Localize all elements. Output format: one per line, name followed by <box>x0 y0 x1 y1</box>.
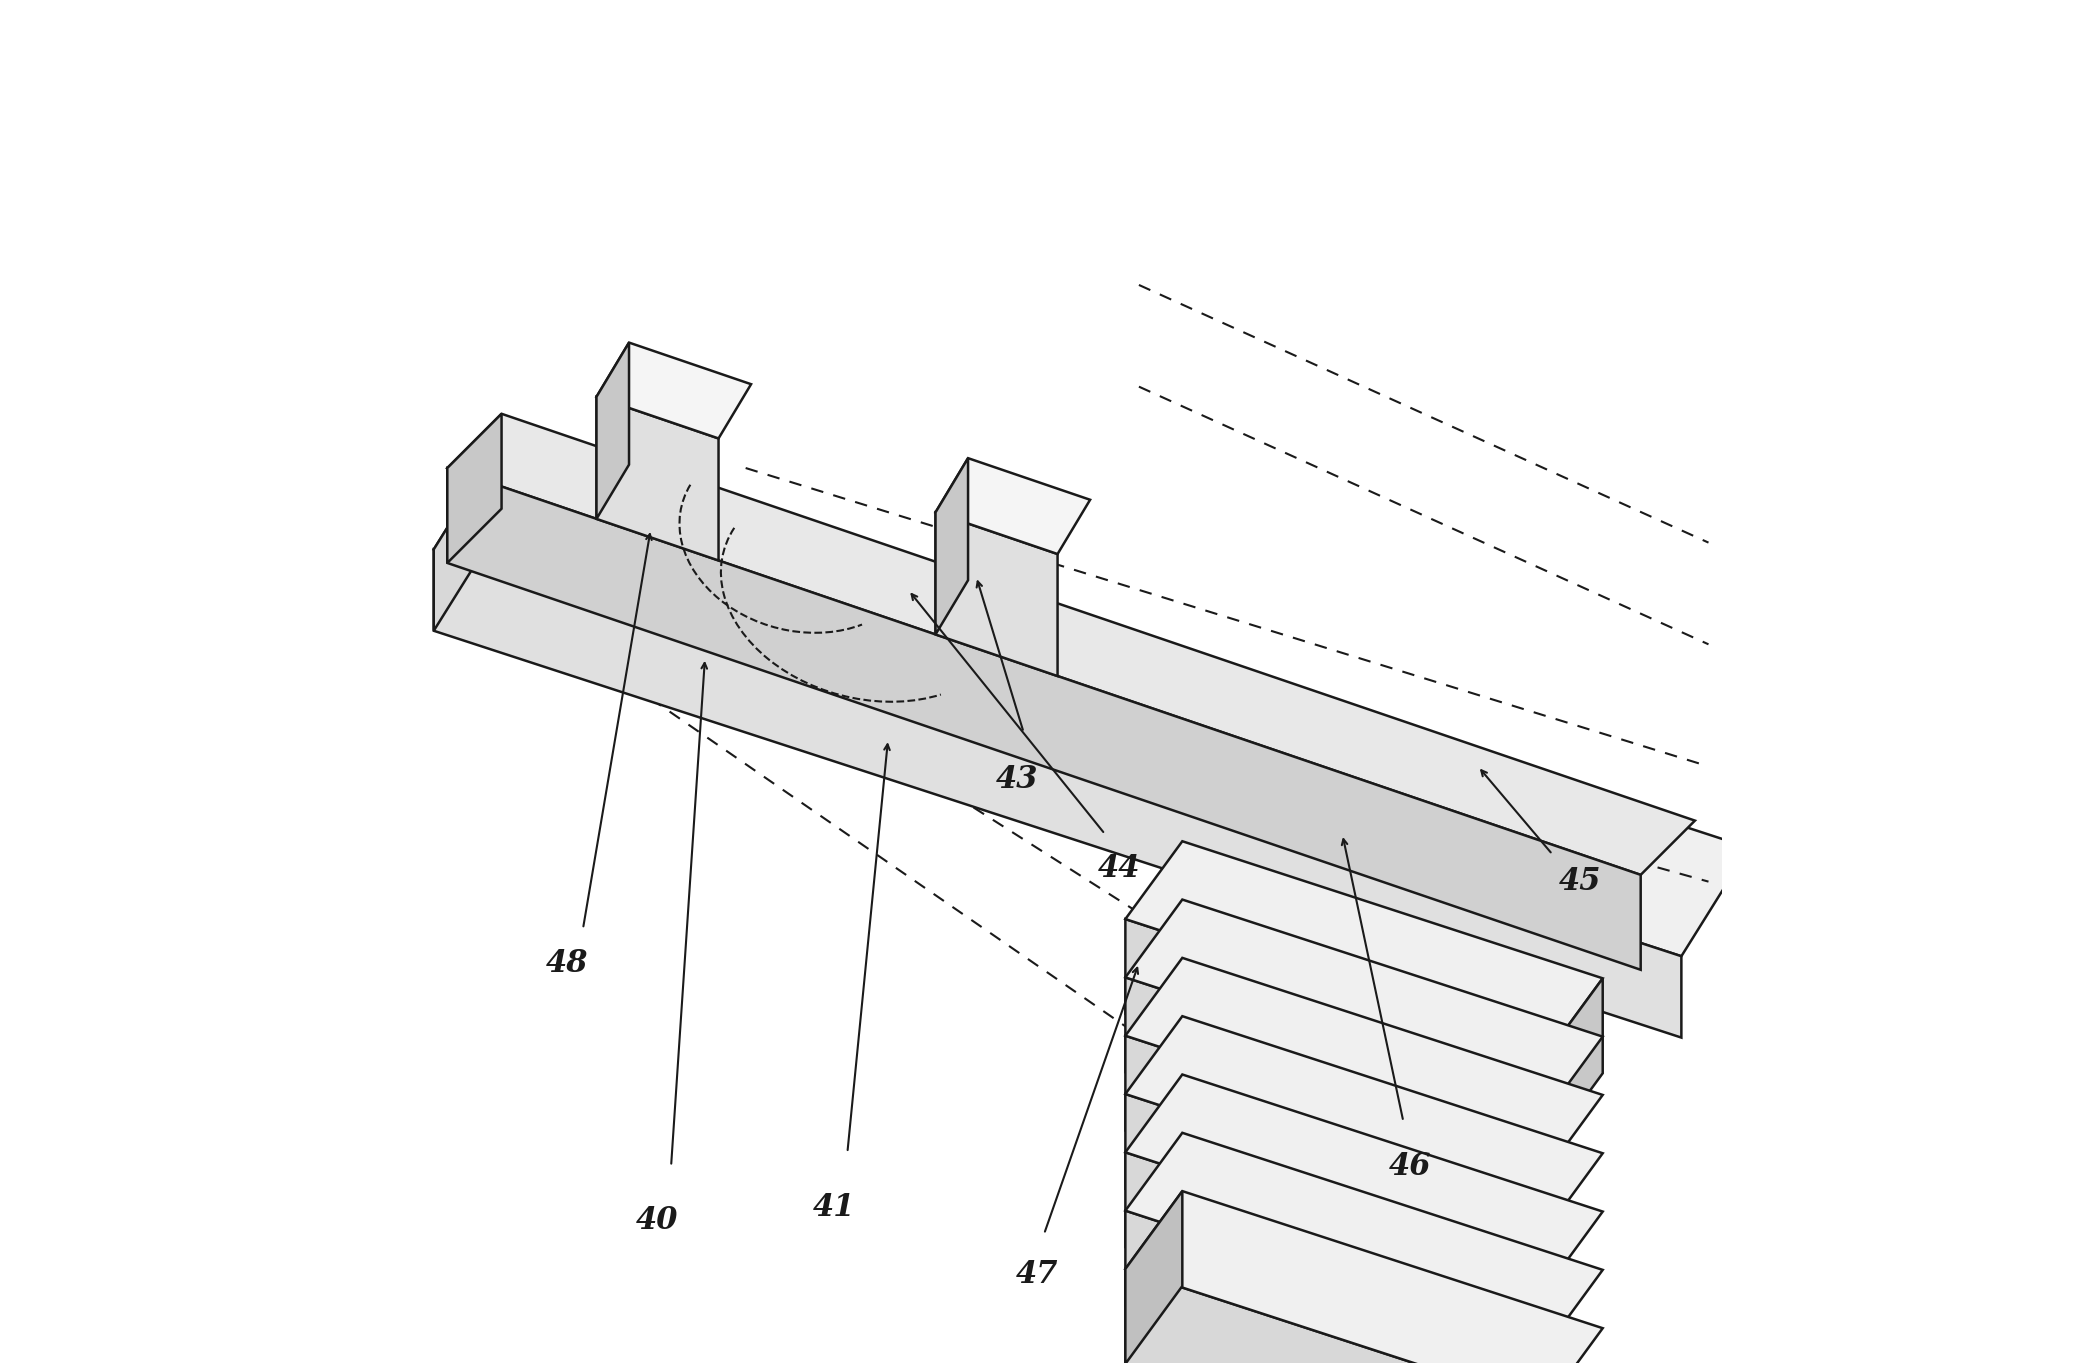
Polygon shape <box>1125 977 1545 1210</box>
Polygon shape <box>1125 1017 1604 1232</box>
Text: 45: 45 <box>1558 866 1601 897</box>
Polygon shape <box>1125 1191 1604 1370</box>
Polygon shape <box>434 441 1750 956</box>
Polygon shape <box>1125 1152 1545 1370</box>
Polygon shape <box>434 549 1681 1037</box>
Text: 44: 44 <box>1098 852 1140 884</box>
Polygon shape <box>935 458 969 634</box>
Polygon shape <box>935 458 1090 553</box>
Text: 43: 43 <box>996 764 1038 796</box>
Polygon shape <box>1125 919 1545 1151</box>
Polygon shape <box>1545 978 1604 1151</box>
Text: 40: 40 <box>637 1206 679 1236</box>
Polygon shape <box>1125 900 1604 1114</box>
Text: 41: 41 <box>812 1192 856 1222</box>
Polygon shape <box>597 397 718 560</box>
Text: 48: 48 <box>545 948 589 978</box>
Polygon shape <box>1125 841 1604 1056</box>
Polygon shape <box>447 414 501 563</box>
Text: 47: 47 <box>1017 1259 1059 1291</box>
Text: 46: 46 <box>1389 1151 1432 1182</box>
Polygon shape <box>1125 1074 1604 1289</box>
Polygon shape <box>1125 1095 1545 1326</box>
Polygon shape <box>434 441 501 630</box>
Polygon shape <box>1125 1036 1545 1267</box>
Polygon shape <box>1125 1269 1545 1370</box>
Polygon shape <box>1125 1211 1545 1370</box>
Polygon shape <box>1125 1191 1182 1365</box>
Polygon shape <box>447 414 1695 875</box>
Polygon shape <box>597 342 752 438</box>
Polygon shape <box>597 342 628 519</box>
Polygon shape <box>935 512 1057 675</box>
Polygon shape <box>1125 958 1604 1173</box>
Polygon shape <box>447 469 1641 970</box>
Polygon shape <box>1125 1133 1604 1348</box>
